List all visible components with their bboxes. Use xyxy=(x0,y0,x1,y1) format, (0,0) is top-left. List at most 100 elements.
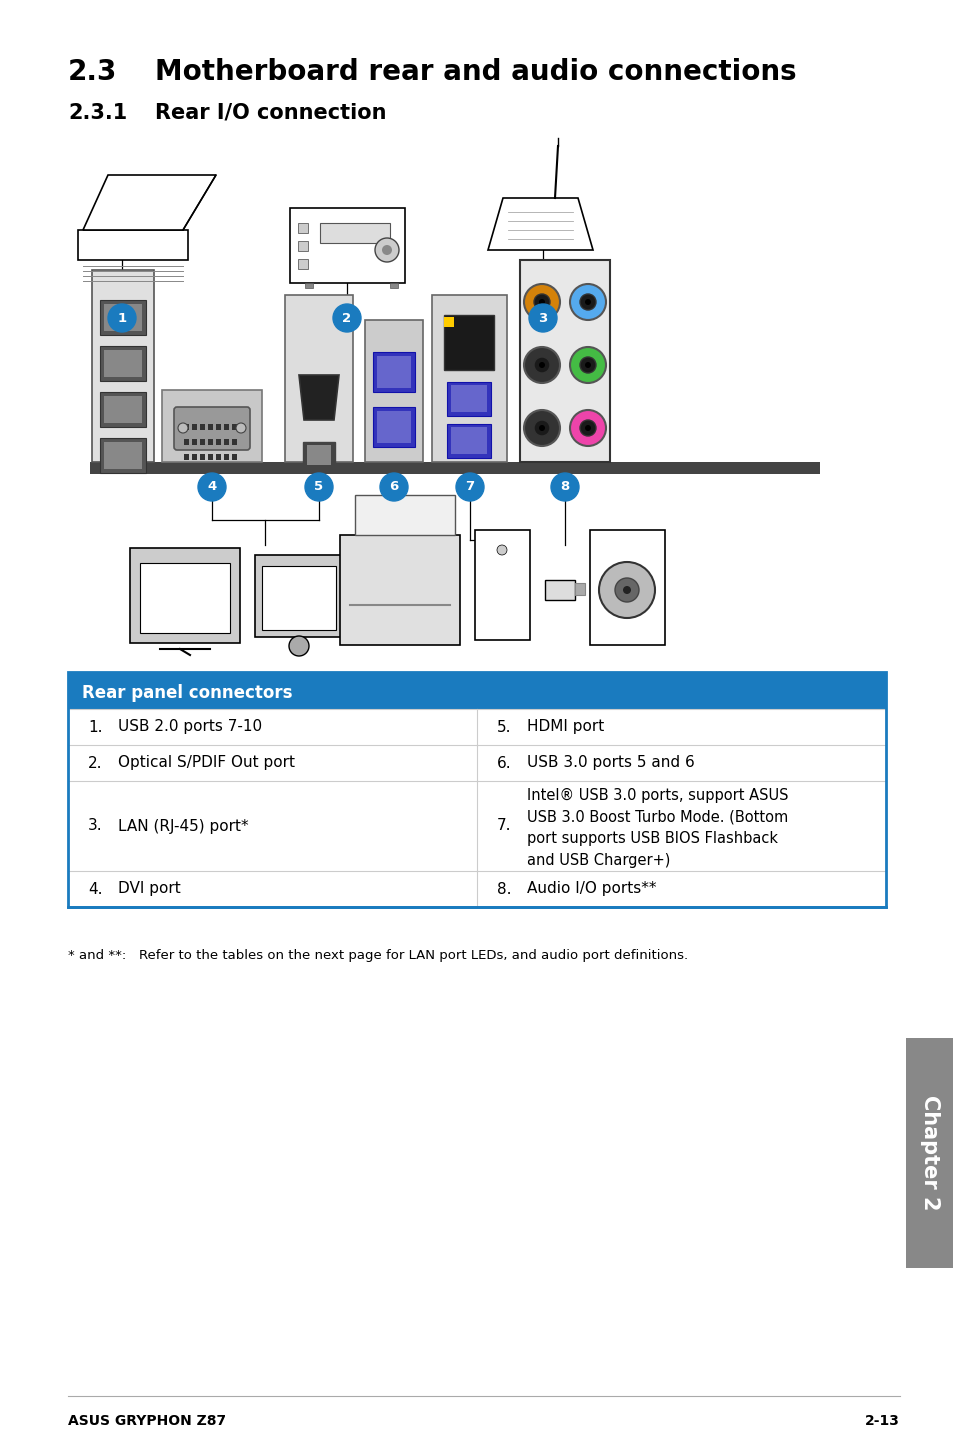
Bar xyxy=(78,230,188,260)
Bar xyxy=(373,407,415,447)
Bar xyxy=(184,424,189,430)
Circle shape xyxy=(584,426,590,431)
Text: 6.: 6. xyxy=(497,755,511,771)
Text: Intel® USB 3.0 ports, support ASUS
USB 3.0 Boost Turbo Mode. (Bottom
port suppor: Intel® USB 3.0 ports, support ASUS USB 3… xyxy=(526,788,788,867)
Bar xyxy=(200,424,205,430)
Bar xyxy=(451,385,486,413)
Bar xyxy=(104,395,142,423)
Bar xyxy=(297,223,308,233)
Circle shape xyxy=(235,423,246,433)
Circle shape xyxy=(569,347,605,383)
Circle shape xyxy=(198,473,226,500)
Circle shape xyxy=(108,303,136,332)
Bar xyxy=(376,411,411,443)
Bar xyxy=(184,454,189,460)
Text: 8: 8 xyxy=(559,480,569,493)
Text: 3: 3 xyxy=(537,312,547,325)
Circle shape xyxy=(523,410,559,446)
Text: * and **:   Refer to the tables on the next page for LAN port LEDs, and audio po: * and **: Refer to the tables on the nex… xyxy=(68,949,687,962)
Circle shape xyxy=(598,562,655,618)
Bar xyxy=(208,454,213,460)
Bar xyxy=(376,357,411,388)
Text: Audio I/O ports**: Audio I/O ports** xyxy=(526,881,656,896)
Bar xyxy=(215,439,221,444)
Bar xyxy=(208,424,213,430)
Bar xyxy=(232,454,236,460)
Bar xyxy=(297,242,308,252)
Text: 4.: 4. xyxy=(88,881,102,896)
Circle shape xyxy=(523,347,559,383)
Bar xyxy=(447,383,491,416)
Bar xyxy=(319,223,390,243)
Bar xyxy=(100,393,146,427)
Circle shape xyxy=(584,299,590,305)
Bar xyxy=(365,321,422,462)
Bar xyxy=(589,531,664,646)
Circle shape xyxy=(538,362,544,368)
Circle shape xyxy=(579,293,596,311)
Text: 5.: 5. xyxy=(497,719,511,735)
Text: 3.: 3. xyxy=(88,818,103,834)
Bar xyxy=(68,745,885,781)
Circle shape xyxy=(569,410,605,446)
Circle shape xyxy=(534,357,550,372)
Bar xyxy=(90,462,820,475)
Bar xyxy=(303,441,335,467)
Circle shape xyxy=(579,420,596,436)
Bar xyxy=(104,303,142,331)
Text: 1.: 1. xyxy=(88,719,102,735)
Text: 6: 6 xyxy=(389,480,398,493)
FancyBboxPatch shape xyxy=(173,407,250,450)
Circle shape xyxy=(289,636,309,656)
Bar xyxy=(544,580,575,600)
Bar xyxy=(215,454,221,460)
Text: Rear I/O connection: Rear I/O connection xyxy=(154,104,386,124)
Circle shape xyxy=(497,545,506,555)
Bar xyxy=(451,427,486,454)
Bar xyxy=(519,260,609,462)
Bar xyxy=(215,424,221,430)
Bar xyxy=(200,454,205,460)
Bar xyxy=(224,439,229,444)
Bar xyxy=(254,555,343,637)
Bar xyxy=(192,439,196,444)
Text: DVI port: DVI port xyxy=(118,881,180,896)
Bar xyxy=(162,390,262,462)
Bar xyxy=(307,444,331,464)
Text: 2.: 2. xyxy=(88,755,102,771)
Circle shape xyxy=(538,299,544,305)
Bar xyxy=(104,441,142,469)
Text: 2: 2 xyxy=(342,312,352,325)
Bar xyxy=(373,352,415,393)
Circle shape xyxy=(529,303,557,332)
Text: ASUS GRYPHON Z87: ASUS GRYPHON Z87 xyxy=(68,1414,226,1428)
Bar xyxy=(262,567,335,630)
Bar xyxy=(432,295,506,462)
Bar xyxy=(575,582,584,595)
Text: LAN (RJ-45) port*: LAN (RJ-45) port* xyxy=(118,818,249,834)
Bar xyxy=(100,439,146,473)
Bar xyxy=(339,535,459,646)
Text: 2-13: 2-13 xyxy=(864,1414,899,1428)
Text: Chapter 2: Chapter 2 xyxy=(919,1096,939,1211)
Polygon shape xyxy=(83,175,215,230)
Bar xyxy=(224,424,229,430)
Bar xyxy=(68,672,885,709)
Circle shape xyxy=(333,303,360,332)
Circle shape xyxy=(523,283,559,321)
Bar xyxy=(232,424,236,430)
Text: 7: 7 xyxy=(465,480,474,493)
Polygon shape xyxy=(355,495,455,535)
Circle shape xyxy=(579,357,596,372)
Polygon shape xyxy=(298,375,338,420)
Bar xyxy=(447,424,491,457)
Circle shape xyxy=(534,293,550,311)
Bar xyxy=(443,315,494,370)
Bar xyxy=(305,283,313,288)
Bar xyxy=(192,454,196,460)
Circle shape xyxy=(456,473,483,500)
Circle shape xyxy=(375,239,398,262)
Bar xyxy=(104,349,142,377)
Bar xyxy=(285,295,353,462)
Bar xyxy=(68,709,885,745)
